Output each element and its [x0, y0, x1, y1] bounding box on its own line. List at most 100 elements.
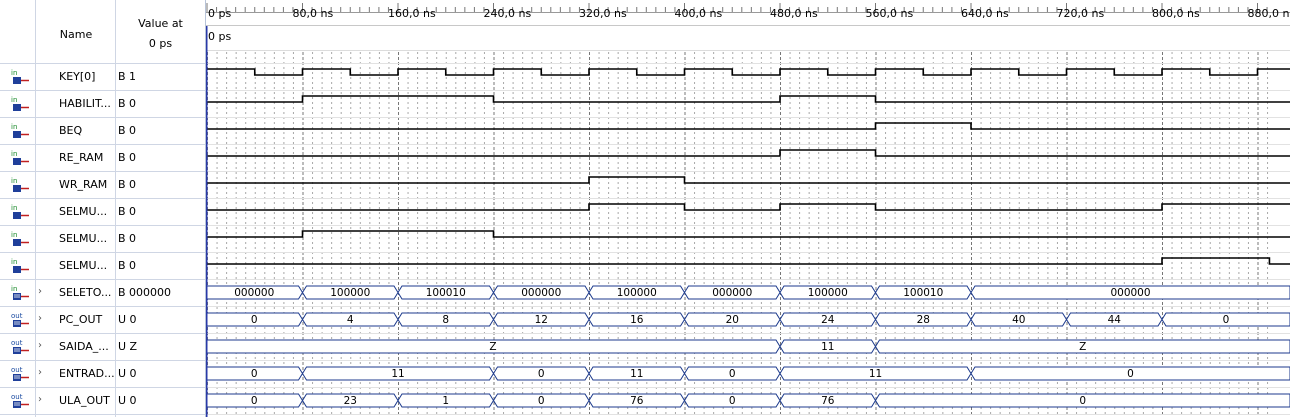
bus-value-label: 11: [630, 368, 643, 380]
bus-value-label: 23: [344, 395, 357, 407]
svg-text:in: in: [11, 96, 17, 104]
bus-value-label: 000000: [521, 287, 561, 299]
bus-value-label: 0: [538, 395, 545, 407]
input-pin-icon: in: [10, 149, 30, 167]
ruler-tick-label: 560,0 ns: [866, 7, 914, 20]
output-pin-icon: out: [10, 365, 30, 383]
svg-text:out: out: [11, 393, 23, 401]
signal-value: B 0: [118, 151, 137, 164]
signal-row[interactable]: in HABILIT... B 0: [0, 90, 205, 117]
bus-value-label: 4: [347, 314, 354, 326]
input-pin-icon: in: [10, 284, 30, 302]
svg-text:out: out: [11, 339, 23, 347]
signal-row[interactable]: in › SELETO... B 000000: [0, 279, 205, 306]
signal-name: ENTRAD...: [59, 367, 115, 380]
name-column-header[interactable]: Name: [59, 28, 93, 41]
bus-value-label: 0: [1079, 395, 1086, 407]
signal-waveform[interactable]: [206, 68, 1290, 76]
bus-value-label: 1: [442, 395, 449, 407]
signal-row[interactable]: in SELMU... B 0: [0, 225, 205, 252]
signal-name: WR_RAM: [59, 178, 108, 191]
bus-value-label: 20: [726, 314, 739, 326]
column-divider: [35, 0, 36, 417]
svg-text:in: in: [11, 123, 17, 131]
bus-value-label: 76: [630, 395, 644, 407]
signal-row[interactable]: out › PC_OUT U 0: [0, 306, 205, 333]
ruler-tick-label: 0 ps: [208, 7, 231, 20]
signal-list-panel: Name Value at 0 ps in KEY[0] B 1 in HABILIT.…: [0, 0, 206, 417]
signal-name: SELMU...: [59, 259, 108, 272]
value-column-header[interactable]: Value at 0 ps: [116, 14, 205, 54]
bus-segment[interactable]: [874, 393, 1290, 408]
waveform-area[interactable]: 0 ps 80,0 ns 160,0 ns 240,0 ns 320,0 ns 400,0…: [206, 0, 1290, 417]
bus-value-label: 24: [821, 314, 835, 326]
input-pin-icon: in: [10, 176, 30, 194]
signal-waveform[interactable]: [206, 203, 1290, 211]
signal-row[interactable]: in WR_RAM B 0: [0, 171, 205, 198]
bus-value-label: 0: [538, 368, 545, 380]
signal-name: KEY[0]: [59, 70, 96, 83]
signal-name: PC_OUT: [59, 313, 103, 326]
bus-value-label: 100010: [903, 287, 943, 299]
signal-value: U 0: [118, 367, 137, 380]
signal-value: U Z: [118, 340, 138, 353]
bus-value-label: 0: [251, 314, 258, 326]
ruler-tick-label: 240,0 ns: [484, 7, 532, 20]
signal-waveform[interactable]: [206, 122, 1290, 130]
ruler-tick-label: 160,0 ns: [388, 7, 436, 20]
bus-value-label: 000000: [1110, 287, 1150, 299]
ruler-tick-label: 400,0 ns: [675, 7, 723, 20]
svg-text:in: in: [11, 231, 17, 239]
bus-value-label: 11: [391, 368, 404, 380]
ruler-tick-label: 800,0 ns: [1152, 7, 1200, 20]
bus-value-label: Z: [1079, 341, 1086, 353]
signal-row[interactable]: in SELMU... B 0: [0, 252, 205, 279]
signal-row[interactable]: in BEQ B 0: [0, 117, 205, 144]
bus-segment[interactable]: [874, 339, 1290, 354]
svg-text:in: in: [11, 285, 17, 293]
signal-name: HABILIT...: [59, 97, 111, 110]
signal-name: SAIDA_...: [59, 340, 109, 353]
expand-chevron-icon[interactable]: ›: [38, 313, 42, 324]
expand-chevron-icon[interactable]: ›: [38, 367, 42, 378]
svg-text:in: in: [11, 258, 17, 266]
bus-segment[interactable]: [970, 285, 1290, 300]
signal-row[interactable]: out › ULA_OUT U 0: [0, 387, 205, 414]
signal-waveform[interactable]: [206, 257, 1290, 265]
signal-row[interactable]: in KEY[0] B 1: [0, 63, 205, 90]
input-pin-icon: in: [10, 230, 30, 248]
bus-value-label: 8: [442, 314, 449, 326]
value-at-label: Value at: [138, 17, 183, 30]
input-pin-icon: in: [10, 95, 30, 113]
row-divider: [0, 414, 205, 416]
signal-value: U 0: [118, 394, 137, 407]
signal-row[interactable]: in SELMU... B 0: [0, 198, 205, 225]
signal-value: B 0: [118, 97, 137, 110]
ruler-tick-label: 720,0 ns: [1057, 7, 1105, 20]
bus-value-label: 44: [1108, 314, 1122, 326]
bus-segment[interactable]: [1161, 312, 1290, 327]
signal-name: SELMU...: [59, 232, 108, 245]
signal-value: B 0: [118, 232, 137, 245]
signal-waveform[interactable]: [206, 230, 1290, 238]
bus-segment[interactable]: [970, 366, 1290, 381]
bus-value-label: 11: [869, 368, 882, 380]
signal-row[interactable]: in RE_RAM B 0: [0, 144, 205, 171]
signal-value: B 0: [118, 124, 137, 137]
signal-value: B 000000: [118, 286, 172, 299]
signal-waveform[interactable]: [206, 149, 1290, 157]
expand-chevron-icon[interactable]: ›: [38, 394, 42, 405]
signal-name: BEQ: [59, 124, 83, 137]
ruler-tick-label: 320,0 ns: [579, 7, 627, 20]
svg-text:out: out: [11, 312, 23, 320]
signal-row[interactable]: out › ENTRAD... U 0: [0, 360, 205, 387]
bus-value-label: 11: [821, 341, 834, 353]
cursor-time-label: 0 ps: [208, 30, 231, 43]
signal-waveform[interactable]: [206, 95, 1290, 103]
svg-text:in: in: [11, 177, 17, 185]
bus-value-label: 0: [729, 395, 736, 407]
signal-row[interactable]: out › SAIDA_... U Z: [0, 333, 205, 360]
signal-waveform[interactable]: [206, 176, 1290, 184]
expand-chevron-icon[interactable]: ›: [38, 286, 42, 297]
expand-chevron-icon[interactable]: ›: [38, 340, 42, 351]
